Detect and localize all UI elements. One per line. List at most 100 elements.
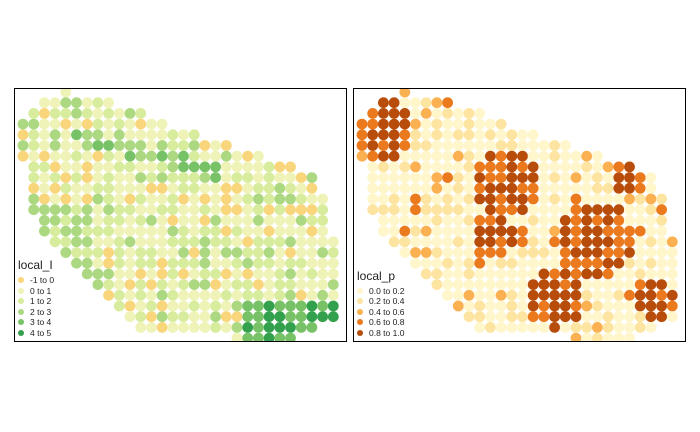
map-dot bbox=[645, 225, 657, 237]
map-dot bbox=[306, 172, 318, 183]
map-dot bbox=[420, 118, 432, 130]
map-dot bbox=[645, 247, 657, 258]
map-dot bbox=[442, 129, 453, 141]
map-dot bbox=[135, 182, 147, 194]
legend-item: 0.8 to 1.0 bbox=[357, 328, 404, 339]
map-dot bbox=[527, 225, 539, 237]
map-dot bbox=[452, 161, 464, 173]
map-dot bbox=[506, 279, 518, 290]
map-dot bbox=[378, 97, 389, 109]
map-dot bbox=[92, 182, 104, 194]
map-dot bbox=[463, 247, 475, 258]
map-dot bbox=[306, 279, 318, 290]
map-dot bbox=[113, 279, 125, 290]
map-dot bbox=[506, 215, 518, 226]
map-dot bbox=[178, 129, 189, 141]
map-dot bbox=[474, 108, 486, 119]
map-dot bbox=[71, 247, 82, 258]
legend-item: 0.4 to 0.6 bbox=[357, 307, 404, 318]
map-dot bbox=[210, 236, 222, 248]
map-dot bbox=[431, 118, 443, 130]
legend-label: 0.8 to 1.0 bbox=[369, 327, 405, 338]
map-dot bbox=[538, 161, 550, 173]
map-dot bbox=[485, 182, 496, 194]
map-dot bbox=[92, 118, 104, 130]
map-dot bbox=[178, 161, 189, 173]
map-dot bbox=[592, 289, 603, 301]
map-dot bbox=[167, 300, 179, 312]
map-dot bbox=[295, 172, 307, 183]
legend-item: 3 to 4 bbox=[18, 317, 54, 328]
map-dot bbox=[156, 140, 168, 151]
map-dot bbox=[602, 161, 614, 173]
map-dot bbox=[592, 172, 603, 183]
map-dot bbox=[592, 257, 603, 269]
map-dot bbox=[135, 118, 147, 130]
map-dot bbox=[253, 193, 264, 205]
map-dot bbox=[570, 289, 582, 301]
map-dot bbox=[103, 108, 114, 119]
map-dot bbox=[570, 182, 582, 194]
map-dot bbox=[231, 268, 243, 280]
map-dot bbox=[656, 225, 667, 237]
map-dot bbox=[410, 257, 421, 269]
map-dot bbox=[420, 193, 432, 205]
map-dot bbox=[178, 257, 189, 269]
map-dot bbox=[410, 108, 421, 119]
map-dot bbox=[517, 289, 528, 301]
map-dot bbox=[367, 204, 379, 216]
map-dot bbox=[103, 268, 114, 280]
map-dot bbox=[71, 182, 82, 194]
map-dot bbox=[167, 247, 179, 258]
map-dot bbox=[463, 311, 475, 323]
map-dot bbox=[495, 204, 507, 216]
map-dot bbox=[559, 140, 571, 151]
map-dot bbox=[549, 279, 560, 290]
map-dot bbox=[220, 193, 232, 205]
map-dot bbox=[17, 129, 29, 141]
map-dot bbox=[220, 236, 232, 248]
map-dot bbox=[431, 257, 443, 269]
map-dot bbox=[517, 279, 528, 290]
map-dot bbox=[188, 311, 200, 323]
map-dot bbox=[570, 257, 582, 269]
map-dot bbox=[274, 311, 286, 323]
map-dot bbox=[71, 172, 82, 183]
legend-label: 3 to 4 bbox=[30, 317, 52, 327]
legend-label: 4 to 5 bbox=[30, 327, 52, 338]
map-dot bbox=[517, 161, 528, 173]
map-dot bbox=[645, 257, 657, 269]
map-dot bbox=[263, 311, 275, 323]
map-dot bbox=[378, 204, 389, 216]
map-dot bbox=[549, 300, 560, 312]
map-dot bbox=[549, 289, 560, 301]
map-dot bbox=[60, 215, 72, 226]
map-dot bbox=[602, 225, 614, 237]
map-dot bbox=[285, 332, 296, 341]
map-dot bbox=[146, 257, 157, 269]
map-dot bbox=[495, 129, 507, 141]
map-dot bbox=[71, 97, 82, 109]
map-dot bbox=[156, 236, 168, 248]
map-dot bbox=[602, 322, 614, 333]
map-dot bbox=[49, 236, 61, 248]
map-dot bbox=[624, 236, 635, 248]
map-dot bbox=[306, 322, 318, 333]
map-dot bbox=[656, 215, 667, 226]
map-dot bbox=[485, 140, 496, 151]
map-dot bbox=[431, 279, 443, 290]
map-dot bbox=[549, 311, 560, 323]
map-dot bbox=[220, 182, 232, 194]
map-dot bbox=[306, 193, 318, 205]
map-dot bbox=[263, 279, 275, 290]
map-dot bbox=[103, 257, 114, 269]
map-dot bbox=[113, 118, 125, 130]
map-dot bbox=[666, 300, 678, 312]
map-dot bbox=[645, 311, 657, 323]
map-dot bbox=[666, 257, 678, 269]
map-dot bbox=[656, 204, 667, 216]
map-dot bbox=[28, 108, 40, 119]
map-dot bbox=[645, 279, 657, 290]
map-dot bbox=[124, 182, 136, 194]
legend-item: 0.2 to 0.4 bbox=[357, 296, 404, 307]
